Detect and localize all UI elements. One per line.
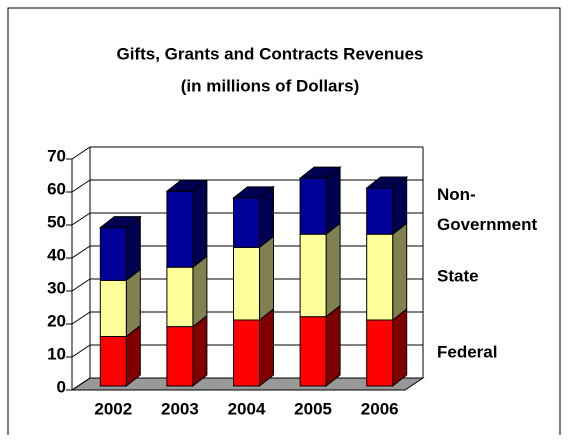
bar bbox=[99, 279, 127, 337]
bar-side bbox=[192, 255, 208, 328]
bar-top bbox=[165, 179, 209, 192]
bar bbox=[233, 319, 260, 387]
bar-side bbox=[192, 179, 208, 269]
bar-top bbox=[298, 166, 342, 179]
y-tick-label: 70 bbox=[47, 146, 66, 165]
bar bbox=[366, 187, 394, 235]
bar bbox=[299, 316, 327, 387]
bar bbox=[99, 336, 127, 387]
legend-label: Federal bbox=[437, 342, 497, 361]
bar bbox=[166, 190, 194, 268]
x-tick-label: 2005 bbox=[294, 399, 332, 418]
wall-grid bbox=[71, 311, 91, 325]
bar bbox=[366, 319, 394, 387]
wall-grid bbox=[71, 377, 91, 391]
y-tick-label: 60 bbox=[47, 179, 66, 198]
x-tick-label: 2004 bbox=[228, 399, 266, 418]
x-tick-label: 2002 bbox=[94, 399, 132, 418]
chart-title: Gifts, Grants and Contracts Revenues bbox=[116, 44, 423, 63]
legend-label: Non-Government bbox=[437, 186, 537, 235]
bar-side bbox=[325, 222, 341, 318]
bar-side bbox=[192, 314, 208, 388]
bar-side bbox=[259, 235, 274, 322]
wall-grid bbox=[71, 245, 91, 259]
bar-side bbox=[392, 307, 408, 388]
bar bbox=[299, 177, 327, 235]
y-tick-label: 40 bbox=[47, 245, 66, 264]
wall-grid bbox=[71, 179, 91, 193]
bar-side bbox=[325, 166, 341, 236]
y-tick-label: 20 bbox=[47, 311, 66, 330]
bar bbox=[166, 326, 194, 387]
bar bbox=[233, 197, 260, 248]
legend-label: State bbox=[437, 267, 479, 286]
bar bbox=[299, 233, 327, 318]
wall-grid bbox=[71, 212, 91, 226]
x-tick-label: 2003 bbox=[161, 399, 199, 418]
x-tick-label: 2006 bbox=[361, 399, 399, 418]
wall-grid bbox=[71, 278, 91, 292]
bar bbox=[99, 227, 127, 281]
y-tick-label: 30 bbox=[47, 278, 66, 297]
bar-top bbox=[365, 176, 409, 189]
bar bbox=[166, 266, 194, 328]
bar-top bbox=[232, 186, 275, 199]
bar-side bbox=[325, 304, 341, 388]
y-tick-label: 50 bbox=[47, 212, 66, 231]
y-tick-label: 0 bbox=[57, 377, 66, 396]
bar bbox=[366, 233, 394, 321]
bar-side bbox=[259, 307, 274, 388]
wall-grid bbox=[71, 146, 91, 160]
chart-subtitle: (in millions of Dollars) bbox=[181, 76, 360, 95]
y-tick-label: 10 bbox=[47, 344, 66, 363]
bar bbox=[233, 246, 260, 321]
bar-side bbox=[392, 222, 408, 322]
wall-grid bbox=[71, 344, 91, 358]
bar-top bbox=[98, 216, 142, 229]
bar-side bbox=[125, 268, 141, 338]
